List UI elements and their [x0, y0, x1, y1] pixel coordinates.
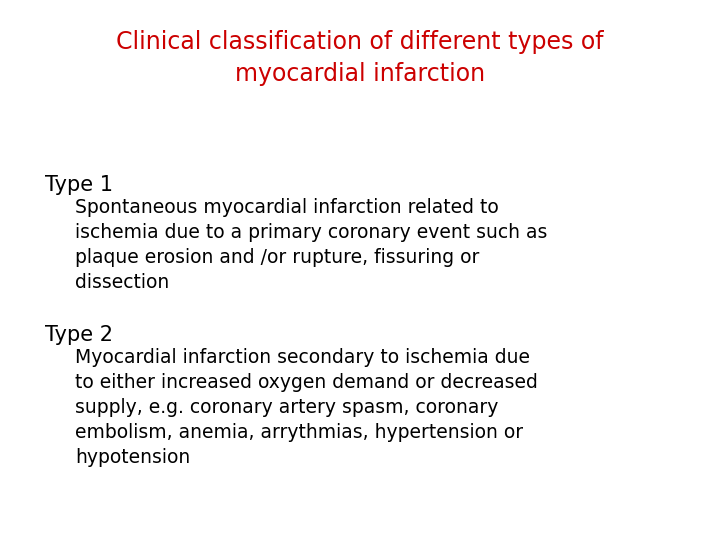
Text: Type 2: Type 2: [45, 325, 113, 345]
Text: Myocardial infarction secondary to ischemia due
to either increased oxygen deman: Myocardial infarction secondary to ische…: [75, 348, 538, 467]
Text: Clinical classification of different types of
myocardial infarction: Clinical classification of different typ…: [116, 30, 604, 86]
Text: Spontaneous myocardial infarction related to
ischemia due to a primary coronary : Spontaneous myocardial infarction relate…: [75, 198, 547, 292]
Text: Type 1: Type 1: [45, 175, 113, 195]
